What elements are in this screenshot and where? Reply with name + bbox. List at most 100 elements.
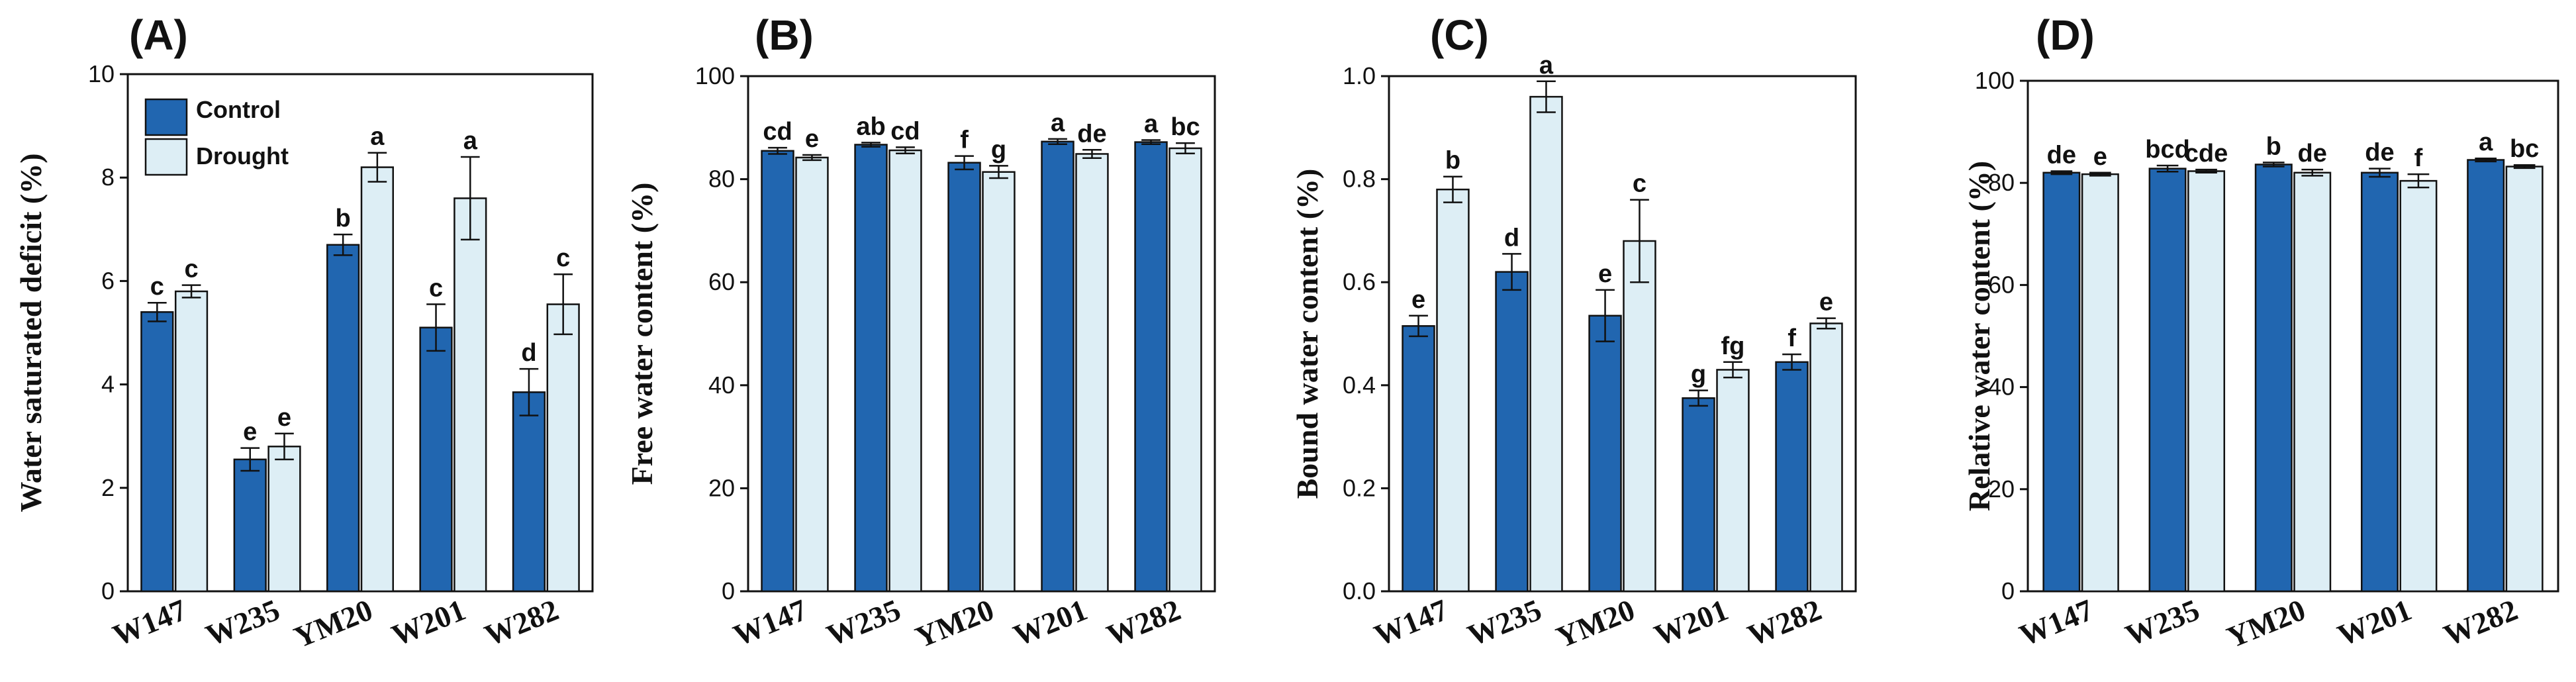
bar-control [2042, 171, 2081, 593]
x-category-label: W147 [1370, 593, 1453, 652]
significance-letter: cd [890, 117, 920, 145]
y-tick-label: 8 [101, 164, 115, 191]
error-bar [2089, 171, 2111, 177]
x-category-label: YM20 [289, 593, 377, 654]
bar-drought [795, 156, 829, 593]
x-category-label: YM20 [910, 593, 998, 654]
panel-label: (A) [129, 11, 188, 59]
error-bar [1630, 199, 1649, 283]
legend-label-control: Control [196, 96, 281, 123]
panel-label: (C) [1430, 11, 1489, 59]
error-bar [1082, 149, 1102, 159]
x-category-label: W282 [1743, 593, 1827, 652]
plot-frame [747, 75, 1216, 593]
error-bar [1596, 289, 1615, 342]
error-bar [2513, 164, 2536, 170]
significance-letter: de [2047, 141, 2076, 169]
significance-letter: bcd [2145, 136, 2190, 164]
y-tick-label: 0.0 [1343, 577, 1376, 605]
significance-letter: a [463, 127, 478, 155]
error-bar [333, 233, 353, 256]
significance-letter: g [1691, 361, 1706, 389]
significance-letter: f [1788, 324, 1796, 352]
error-bar [1443, 175, 1462, 203]
significance-letter: b [2266, 132, 2281, 160]
x-category-label: W235 [2121, 593, 2204, 652]
significance-letter: e [277, 404, 291, 432]
x-category-label: W235 [822, 593, 906, 652]
y-tick-label: 0.6 [1343, 268, 1376, 295]
bar-control [419, 326, 453, 593]
error-bar [802, 154, 822, 162]
bar-drought [1716, 369, 1750, 593]
bar-drought [888, 149, 922, 593]
y-tick-label: 0.4 [1343, 371, 1376, 399]
error-bar [1502, 253, 1521, 291]
y-axis-label: Bound water content (%) [1290, 169, 1324, 499]
significance-letter: cd [763, 118, 792, 146]
legend: Control Drought [144, 96, 289, 176]
significance-letter: a [1539, 52, 1554, 79]
error-bar [2050, 170, 2073, 175]
significance-letter: bc [2510, 135, 2539, 163]
bar-control [1775, 361, 1809, 593]
x-category-label: W282 [480, 593, 563, 652]
significance-letter: cde [2185, 140, 2228, 168]
bar-control [1682, 397, 1715, 593]
x-category-label: W235 [201, 593, 285, 652]
bar-drought [2187, 170, 2226, 593]
bar-control [1495, 271, 1529, 593]
error-bar [768, 146, 787, 155]
bar-drought [267, 446, 301, 593]
panel-a: (A)Water saturated deficit (%)0246810ccW… [14, 11, 594, 654]
significance-letter: d [1504, 224, 1519, 252]
bar-control [2360, 171, 2399, 593]
error-bar [181, 284, 201, 299]
error-bar [2369, 168, 2391, 178]
y-tick-label: 4 [101, 371, 115, 398]
y-tick-label: 0.2 [1343, 474, 1376, 501]
bar-control [512, 391, 546, 593]
x-category-label: W147 [2015, 593, 2098, 652]
x-category-label: YM20 [1551, 593, 1639, 654]
error-bar [1817, 317, 1836, 330]
bar-drought [2293, 171, 2332, 593]
plot-frame [126, 73, 594, 593]
significance-letter: f [2414, 144, 2423, 172]
x-category-label: W201 [1009, 593, 1092, 652]
y-tick-label: 20 [708, 474, 735, 501]
error-bar [519, 367, 539, 416]
y-axis-label: Free water content (%) [625, 183, 659, 485]
significance-letter: c [556, 244, 570, 272]
significance-letter: c [150, 273, 164, 301]
bar-drought [360, 166, 394, 593]
y-tick-label: 100 [1975, 67, 2015, 94]
bar-control [2148, 168, 2187, 593]
error-bar [2475, 157, 2497, 163]
significance-letter: b [336, 205, 351, 232]
significance-letter: fg [1721, 332, 1745, 360]
bar-drought [2399, 179, 2438, 593]
bar-control [854, 144, 888, 593]
error-bar [1048, 138, 1067, 145]
bar-drought [2081, 173, 2119, 593]
y-tick-label: 6 [101, 267, 115, 294]
y-tick-label: 20 [1988, 475, 2015, 503]
error-bar [460, 156, 480, 241]
y-tick-label: 0 [722, 577, 735, 605]
bar-control [947, 162, 981, 593]
error-bar [989, 165, 1008, 179]
error-bar [553, 273, 573, 336]
error-bar [2195, 168, 2217, 174]
panel-d: (D) Relative water content (%) 0 20 40 60 80 10… [1962, 11, 2559, 654]
bar-drought [982, 171, 1016, 593]
bar-drought [2505, 166, 2544, 593]
significance-letter: e [1411, 286, 1425, 314]
x-category-label: W235 [1463, 593, 1547, 652]
bar-drought [453, 197, 487, 593]
y-tick-label: 100 [695, 62, 735, 89]
bar-control [1041, 140, 1074, 593]
x-category-label: W201 [2333, 593, 2416, 652]
x-category-label: W201 [1650, 593, 1733, 652]
y-tick-label: 0 [101, 577, 115, 605]
